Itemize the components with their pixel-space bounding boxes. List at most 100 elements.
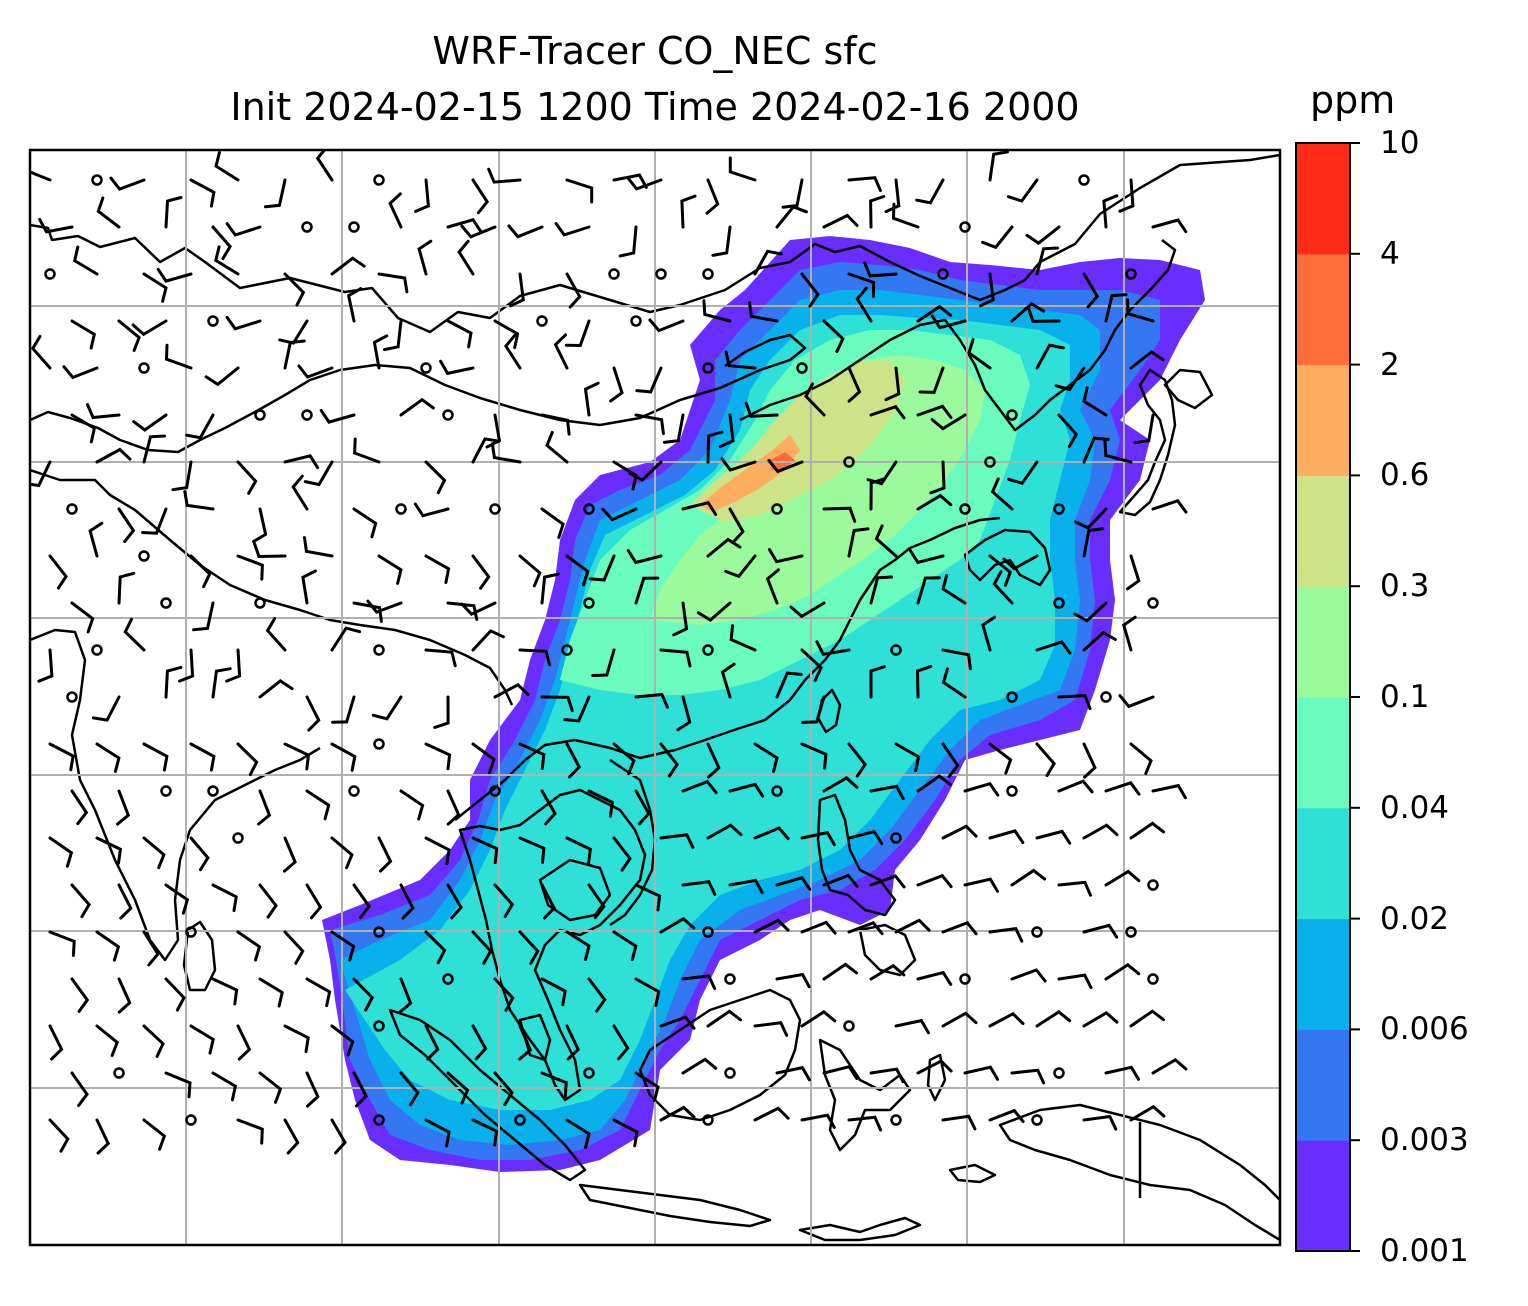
wind-barb bbox=[1010, 868, 1047, 887]
calm-wind-marker bbox=[984, 456, 996, 468]
wind-barb bbox=[303, 460, 334, 487]
wind-barb bbox=[847, 742, 867, 778]
wind-barb bbox=[869, 477, 886, 511]
wind-barb bbox=[189, 554, 212, 589]
wind-barb bbox=[352, 601, 383, 624]
wind-barb bbox=[1035, 640, 1072, 655]
calm-wind-marker bbox=[160, 785, 172, 797]
calm-wind-marker bbox=[373, 644, 385, 656]
wind-barb bbox=[659, 1105, 696, 1122]
calm-wind-marker bbox=[373, 738, 385, 750]
wind-barb bbox=[565, 554, 590, 587]
wind-barb bbox=[446, 1071, 470, 1105]
colorbar-tick-label: 0.006 bbox=[1380, 1011, 1469, 1048]
wind-barb bbox=[915, 178, 945, 205]
wind-barb bbox=[988, 1108, 1025, 1123]
wind-barb bbox=[72, 245, 99, 276]
wind-barb bbox=[565, 1024, 581, 1061]
wind-barb bbox=[1118, 178, 1135, 213]
wind-barb bbox=[1006, 178, 1039, 203]
wind-barb bbox=[142, 1118, 167, 1151]
wind-barb bbox=[164, 1071, 192, 1099]
wind-barb bbox=[767, 459, 804, 474]
wind-barb bbox=[1104, 869, 1141, 887]
wind-barb bbox=[990, 477, 1014, 511]
wind-barb bbox=[303, 536, 334, 558]
colorbar-tick-label: 0.1 bbox=[1380, 679, 1430, 715]
wind-barb bbox=[352, 883, 371, 919]
wind-barb bbox=[1129, 742, 1153, 776]
wind-barb bbox=[618, 225, 638, 258]
wind-barb bbox=[680, 194, 697, 229]
calm-wind-marker bbox=[1147, 597, 1159, 609]
calm-wind-marker bbox=[301, 221, 313, 233]
wind-barb bbox=[822, 873, 859, 888]
wind-barb bbox=[634, 977, 661, 1007]
wind-barb bbox=[1151, 1057, 1188, 1075]
wind-barb bbox=[967, 338, 992, 370]
wind-barb bbox=[696, 601, 732, 622]
wind-barb bbox=[662, 413, 685, 444]
wind-barb bbox=[847, 176, 882, 192]
wind-barb bbox=[1074, 507, 1108, 530]
calm-wind-marker bbox=[1125, 268, 1137, 280]
wind-barb bbox=[540, 507, 565, 539]
wind-barb bbox=[291, 474, 309, 511]
wind-barb bbox=[399, 789, 425, 821]
wind-barb bbox=[869, 784, 905, 801]
wind-barb bbox=[908, 549, 945, 565]
wind-barb bbox=[142, 272, 168, 303]
colorbar-tick-label: 0.04 bbox=[1380, 789, 1450, 826]
wind-barb bbox=[801, 695, 826, 724]
wind-barb bbox=[847, 921, 884, 936]
calm-wind-marker bbox=[608, 268, 620, 280]
wind-barb bbox=[724, 350, 757, 370]
wind-barb bbox=[424, 836, 451, 866]
wind-barb bbox=[189, 742, 216, 772]
calm-wind-marker bbox=[1006, 785, 1018, 797]
wind-barb bbox=[141, 507, 168, 535]
wind-barb bbox=[95, 447, 132, 464]
wind-barb bbox=[988, 1011, 1025, 1028]
calm-wind-marker bbox=[91, 644, 103, 656]
wind-barb bbox=[305, 977, 332, 1008]
wind-barb bbox=[540, 883, 557, 920]
wind-barb bbox=[258, 883, 278, 919]
calm-wind-marker bbox=[583, 1067, 595, 1079]
wind-barb bbox=[382, 319, 403, 352]
wind-barb bbox=[822, 1064, 859, 1080]
colorbar-tick-label: 0.3 bbox=[1380, 568, 1430, 605]
wind-barb bbox=[563, 695, 591, 723]
wind-barb bbox=[417, 239, 433, 276]
calm-wind-marker bbox=[442, 409, 454, 421]
wind-barb bbox=[1129, 1104, 1166, 1122]
calm-wind-marker bbox=[724, 1067, 736, 1079]
wind-barb bbox=[1035, 829, 1072, 845]
wind-barb bbox=[30, 334, 52, 370]
wind-barb bbox=[706, 430, 724, 464]
wind-barb bbox=[659, 648, 692, 668]
wind-barb bbox=[847, 527, 870, 558]
wind-barb bbox=[724, 554, 757, 579]
wind-barb bbox=[330, 930, 356, 962]
wind-barb bbox=[424, 930, 447, 965]
wind-barb bbox=[564, 319, 591, 348]
colorbar-segment bbox=[1296, 1029, 1350, 1141]
wind-barb bbox=[1126, 298, 1155, 323]
calm-wind-marker bbox=[420, 362, 432, 374]
coastline-timor bbox=[948, 1163, 997, 1184]
wind-barb bbox=[612, 1024, 630, 1061]
wind-barb bbox=[1118, 694, 1155, 709]
wind-barb bbox=[988, 150, 1009, 182]
wind-barb bbox=[916, 576, 941, 605]
coastline-philippines bbox=[816, 793, 897, 917]
calm-wind-marker bbox=[66, 503, 78, 515]
wind-barb bbox=[236, 460, 258, 495]
wind-barb bbox=[929, 460, 946, 495]
wind-barb bbox=[96, 196, 121, 229]
wind-barb bbox=[781, 178, 804, 209]
colorbar-tick-label: 2 bbox=[1380, 346, 1400, 383]
wind-barb bbox=[720, 457, 757, 472]
calm-wind-marker bbox=[937, 268, 949, 280]
wind-barb bbox=[414, 178, 430, 213]
